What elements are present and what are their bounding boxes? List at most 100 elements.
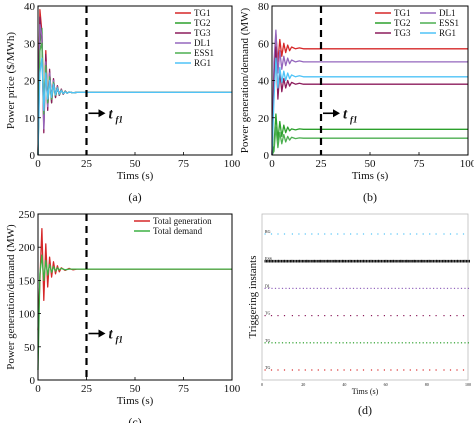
event-mark bbox=[380, 342, 382, 344]
event-mark bbox=[352, 259, 354, 263]
event-mark bbox=[415, 342, 417, 344]
event-mark bbox=[268, 259, 271, 263]
legend-label-b: TG2 bbox=[394, 18, 411, 28]
event-mark bbox=[299, 342, 301, 344]
event-mark bbox=[363, 287, 365, 289]
event-mark bbox=[453, 342, 456, 344]
x-tick-label-b: 50 bbox=[365, 158, 377, 170]
event-mark bbox=[464, 259, 466, 263]
x-tick-label-d: 0 bbox=[261, 382, 263, 387]
arrow-head-b bbox=[333, 109, 340, 118]
event-mark bbox=[346, 287, 348, 289]
x-tick-label-a: 100 bbox=[224, 158, 241, 170]
event-mark bbox=[264, 259, 266, 263]
event-mark bbox=[271, 342, 273, 344]
event-mark bbox=[318, 259, 320, 263]
event-mark bbox=[330, 369, 332, 371]
event-mark bbox=[456, 369, 458, 371]
time-marker-label-a: t bbox=[109, 106, 114, 122]
event-mark bbox=[319, 259, 321, 263]
y-axis-label-d: Triggering instants bbox=[247, 255, 259, 338]
event-mark bbox=[356, 369, 358, 371]
event-mark bbox=[456, 233, 458, 235]
event-mark bbox=[455, 259, 457, 263]
event-mark bbox=[300, 259, 302, 263]
event-mark bbox=[422, 315, 424, 317]
y-tick-label-a: 20 bbox=[24, 76, 36, 88]
event-mark bbox=[403, 315, 405, 317]
event-mark bbox=[443, 315, 445, 317]
event-mark bbox=[350, 315, 352, 317]
y-tick-label-b: 80 bbox=[258, 1, 270, 13]
legend-box-c bbox=[131, 216, 230, 240]
event-mark bbox=[422, 233, 424, 235]
event-mark bbox=[362, 315, 365, 317]
event-mark bbox=[445, 259, 447, 263]
event-mark bbox=[416, 259, 418, 263]
event-mark bbox=[412, 342, 414, 344]
event-mark bbox=[352, 342, 355, 344]
event-mark bbox=[264, 315, 266, 317]
event-mark bbox=[376, 259, 378, 263]
event-mark bbox=[335, 342, 337, 344]
event-mark bbox=[310, 259, 312, 263]
event-mark bbox=[450, 342, 452, 344]
event-mark bbox=[333, 259, 335, 263]
series-line-b-ess1 bbox=[271, 126, 468, 156]
x-tick-label-a: 25 bbox=[81, 158, 93, 170]
event-mark bbox=[387, 342, 389, 344]
panel-d: RG ESS DL TG TG TG 0 20 40 60 80 100 Tims (s) Trigger… bbox=[247, 213, 471, 417]
event-mark bbox=[313, 259, 315, 263]
event-mark bbox=[278, 287, 280, 289]
event-mark bbox=[348, 259, 350, 263]
event-mark bbox=[307, 259, 309, 263]
event-mark bbox=[429, 287, 431, 289]
event-mark bbox=[335, 287, 337, 289]
y-tick-label-c: 250 bbox=[19, 209, 36, 221]
event-mark bbox=[304, 315, 306, 317]
y-tick-label-a: 30 bbox=[24, 38, 36, 50]
event-mark bbox=[330, 342, 332, 344]
event-mark bbox=[320, 342, 322, 344]
event-mark bbox=[409, 369, 411, 371]
event-row-label: ESS bbox=[265, 256, 272, 261]
event-mark bbox=[400, 259, 402, 263]
event-mark bbox=[370, 259, 372, 263]
arrow-head-a bbox=[98, 109, 106, 118]
event-mark bbox=[306, 259, 308, 263]
event-mark bbox=[409, 259, 411, 263]
event-mark bbox=[397, 259, 399, 263]
event-row-dl bbox=[264, 287, 469, 289]
event-mark bbox=[359, 342, 362, 344]
event-mark bbox=[316, 342, 318, 344]
event-mark bbox=[385, 259, 387, 263]
event-mark bbox=[391, 287, 393, 289]
arrow-head-c bbox=[98, 329, 106, 338]
event-mark bbox=[412, 287, 414, 289]
event-mark bbox=[315, 259, 317, 263]
event-mark bbox=[377, 233, 379, 235]
event-mark bbox=[396, 233, 398, 235]
event-mark bbox=[396, 315, 398, 317]
event-mark bbox=[443, 233, 445, 235]
event-mark bbox=[377, 259, 380, 263]
event-mark bbox=[303, 259, 305, 263]
event-mark bbox=[270, 233, 273, 235]
event-mark bbox=[273, 259, 275, 263]
x-tick-label-c: 75 bbox=[178, 383, 190, 395]
event-mark bbox=[289, 259, 291, 263]
event-mark bbox=[323, 287, 325, 289]
event-mark bbox=[405, 287, 407, 289]
event-mark bbox=[317, 369, 319, 371]
event-row-label: TG bbox=[265, 365, 270, 370]
series-line-b-tg2 bbox=[271, 113, 468, 156]
y-tick-label-a: 40 bbox=[24, 1, 36, 13]
event-mark bbox=[467, 259, 469, 263]
x-tick-label-a: 75 bbox=[178, 158, 190, 170]
event-mark bbox=[291, 369, 293, 371]
event-mark bbox=[370, 315, 373, 317]
event-mark bbox=[379, 259, 381, 263]
event-mark bbox=[288, 287, 290, 289]
event-mark bbox=[443, 369, 445, 371]
